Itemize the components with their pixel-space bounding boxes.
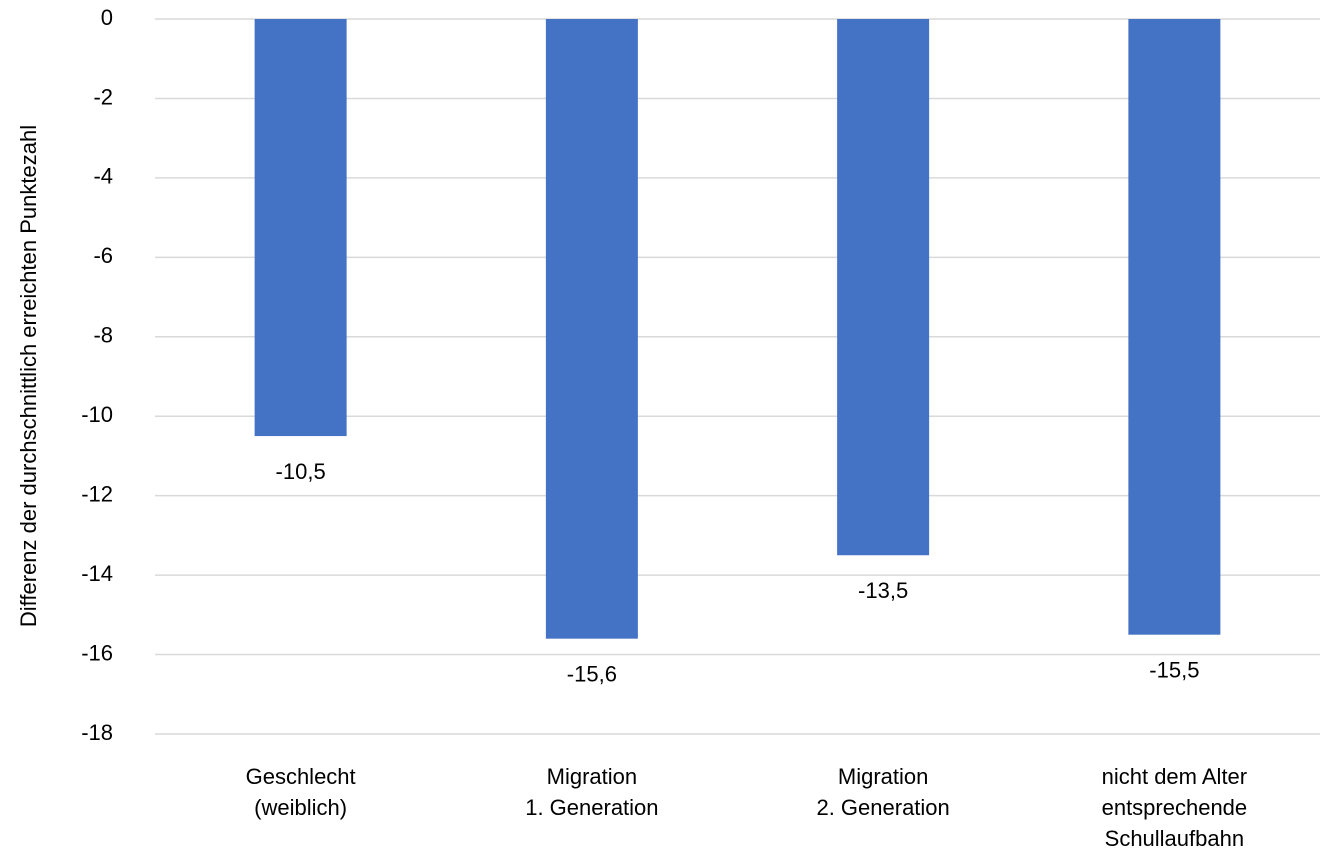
x-tick-label-line: Migration	[838, 764, 928, 789]
y-tick-label: -10	[81, 402, 113, 427]
x-tick-label: Migration 2. Generation	[816, 764, 949, 820]
y-tick-label: 0	[101, 5, 113, 30]
y-tick-label: -6	[93, 243, 113, 268]
y-tick-label: -14	[81, 561, 113, 586]
bar	[254, 19, 347, 437]
y-tick-label: -8	[93, 323, 113, 348]
value-label: -13,5	[858, 578, 908, 603]
value-label: -10,5	[276, 459, 326, 484]
x-tick-label-line: nicht dem Alter	[1102, 764, 1248, 789]
x-tick-label-line: entsprechende	[1102, 795, 1248, 820]
x-tick-label: Migration 1. Generation	[525, 764, 658, 820]
x-tick-label: nicht dem Alter entsprechende Schullaufbah…	[1102, 764, 1248, 851]
x-tick-label-line: 1. Generation	[525, 795, 658, 820]
x-tick-label-line: 2. Generation	[816, 795, 949, 820]
bar	[837, 19, 930, 556]
x-tick-label-line: (weiblich)	[254, 795, 347, 820]
y-tick-label: -16	[81, 640, 113, 665]
x-tick-label-line: Schullaufbahn	[1105, 826, 1244, 851]
x-tick-label: Geschlecht (weiblich)	[246, 764, 356, 820]
value-label: -15,5	[1149, 658, 1199, 683]
y-tick-label: -2	[93, 84, 113, 109]
y-tick-label: -18	[81, 720, 113, 745]
y-tick-label: -4	[93, 164, 113, 189]
bar	[1128, 19, 1221, 635]
y-axis-title: Differenz der durchschnittlich erreichte…	[16, 125, 41, 627]
x-tick-label-line: Geschlecht	[246, 764, 356, 789]
bar	[545, 19, 638, 639]
y-tick-label: -12	[81, 481, 113, 506]
value-label: -15,6	[567, 661, 617, 686]
x-tick-label-line: Migration	[547, 764, 637, 789]
